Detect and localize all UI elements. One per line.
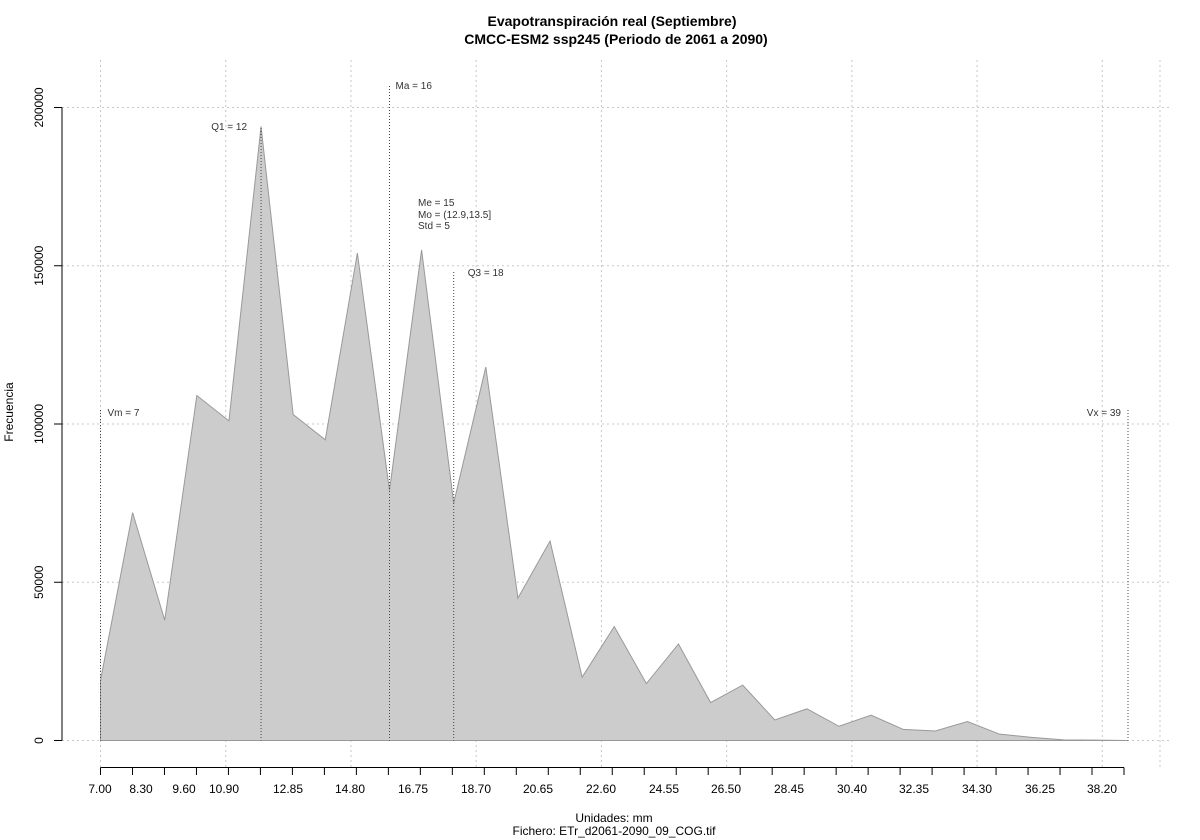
x-tick-label: 32.35 <box>899 782 929 796</box>
x-tick-label: 38.20 <box>1087 782 1117 796</box>
x-axis-label: Unidades: mm <box>575 811 652 825</box>
x-axis: 7.00 8.30 9.60 10.90 12.85 14.80 16.75 18.70 20.… <box>88 767 1125 796</box>
x-tick-label: 8.30 <box>129 782 153 796</box>
y-tick-label: 200000 <box>32 87 46 127</box>
y-tick-label: 0 <box>32 737 46 744</box>
x-tick-label: 22.60 <box>586 782 616 796</box>
annotation-q3: Q3 = 18 <box>468 268 504 279</box>
annotation-mo: Mo = (12.9,13.5] <box>418 210 491 221</box>
x-tick-label: 16.75 <box>398 782 428 796</box>
data-area <box>100 126 1129 741</box>
annotation-q1: Q1 = 12 <box>211 122 247 133</box>
x-tick-label: 18.70 <box>461 782 491 796</box>
stat-lines <box>100 86 1129 741</box>
x-axis-sublabel: Fichero: ETr_d2061-2090_09_COG.tif <box>513 824 717 838</box>
x-tick-label: 20.65 <box>523 782 553 796</box>
x-tick-label: 36.25 <box>1025 782 1055 796</box>
annotation-vx: Vx = 39 <box>1087 408 1122 419</box>
annotation-vm: Vm = 7 <box>108 408 140 419</box>
area-fill <box>100 126 1129 741</box>
annotation-ma: Ma = 16 <box>395 81 432 92</box>
y-tick-label: 50000 <box>32 565 46 599</box>
x-tick-label: 10.90 <box>209 782 239 796</box>
y-axis: 0 50000 100000 150000 200000 <box>32 87 63 744</box>
x-tick-label: 28.45 <box>774 782 804 796</box>
x-tick-label: 9.60 <box>172 782 196 796</box>
x-tick-label: 30.40 <box>837 782 867 796</box>
x-tick-label: 34.30 <box>962 782 992 796</box>
y-axis-label: Frecuencia <box>2 382 16 442</box>
chart-title: Evapotranspiración real (Septiembre) <box>488 13 737 29</box>
annotation-me: Me = 15 <box>418 198 455 209</box>
y-tick-label: 100000 <box>32 404 46 444</box>
x-tick-label: 7.00 <box>88 782 112 796</box>
x-tick-label: 14.80 <box>335 782 365 796</box>
chart-subtitle: CMCC-ESM2 ssp245 (Periodo de 2061 a 2090… <box>464 31 767 47</box>
y-tick-label: 150000 <box>32 245 46 285</box>
x-tick-label: 24.55 <box>649 782 679 796</box>
x-tick-label: 26.50 <box>711 782 741 796</box>
annotation-std: Std = 5 <box>418 221 450 232</box>
x-tick-label: 12.85 <box>273 782 303 796</box>
